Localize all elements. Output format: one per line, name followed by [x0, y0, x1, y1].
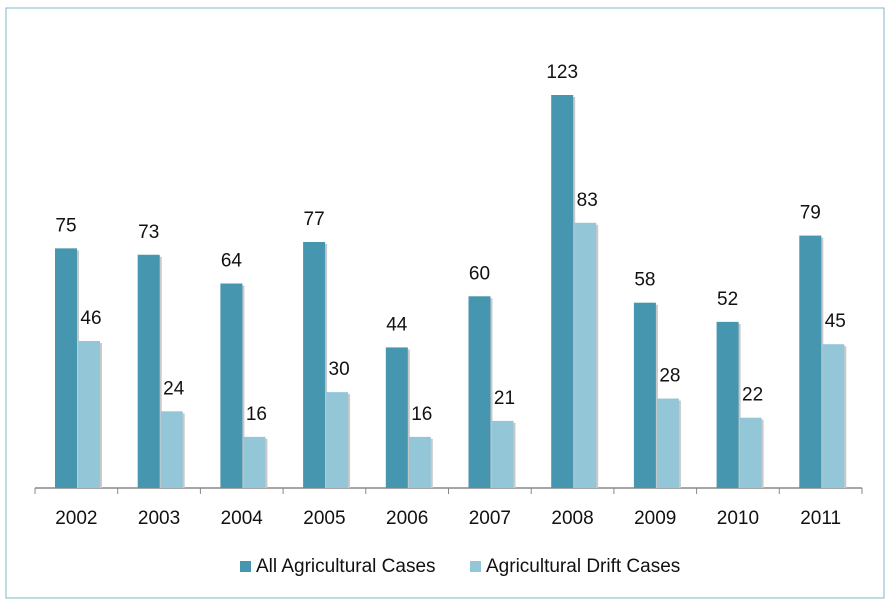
- value-label: 75: [55, 215, 76, 236]
- bar: [633, 302, 656, 488]
- value-label: 16: [411, 404, 432, 425]
- value-label: 24: [163, 378, 185, 399]
- value-label: 22: [742, 385, 763, 406]
- x-tick-label: 2008: [551, 508, 593, 529]
- value-label: 58: [634, 270, 655, 291]
- bar: [408, 436, 431, 488]
- bar: [656, 398, 679, 488]
- value-label: 79: [800, 203, 821, 224]
- x-tick-label: 2009: [634, 508, 676, 529]
- bar: [137, 254, 160, 488]
- bar: [326, 392, 349, 488]
- value-label: 21: [494, 388, 515, 409]
- legend-swatch: [240, 561, 251, 572]
- legend-label: Agricultural Drift Cases: [486, 556, 680, 577]
- x-tick-label: 2005: [303, 508, 345, 529]
- value-label: 30: [329, 359, 350, 380]
- x-tick-label: 2010: [717, 508, 759, 529]
- value-label: 77: [304, 209, 325, 230]
- bar: [160, 411, 183, 488]
- bar: [78, 341, 100, 488]
- x-tick-label: 2011: [800, 508, 841, 529]
- bar: [799, 235, 822, 488]
- bar: [468, 296, 491, 488]
- value-label: 64: [221, 251, 243, 272]
- value-label: 60: [469, 263, 490, 284]
- x-tick-label: 2003: [138, 508, 180, 529]
- bar: [716, 321, 739, 488]
- bar: [739, 417, 762, 488]
- bar: [491, 420, 514, 488]
- value-label: 46: [80, 308, 101, 329]
- value-label: 52: [717, 289, 738, 310]
- value-label: 83: [577, 190, 598, 211]
- x-tick-label: 2002: [55, 508, 97, 529]
- bar: [243, 436, 266, 488]
- value-label: 45: [825, 311, 846, 332]
- value-label: 44: [386, 314, 408, 335]
- legend-swatch: [470, 561, 481, 572]
- value-label: 73: [138, 222, 159, 243]
- x-tick-label: 2007: [469, 508, 511, 529]
- bar: [822, 344, 845, 488]
- bar: [220, 283, 243, 488]
- bar: [385, 347, 408, 488]
- bar: [551, 95, 574, 488]
- bar: [55, 248, 77, 488]
- value-label: 16: [246, 404, 267, 425]
- bar: [574, 222, 597, 488]
- bar: [303, 241, 326, 488]
- x-tick-label: 2006: [386, 508, 428, 529]
- legend-label: All Agricultural Cases: [256, 556, 436, 577]
- x-tick-label: 2004: [221, 508, 264, 529]
- value-label: 123: [546, 62, 578, 83]
- value-label: 28: [659, 366, 680, 387]
